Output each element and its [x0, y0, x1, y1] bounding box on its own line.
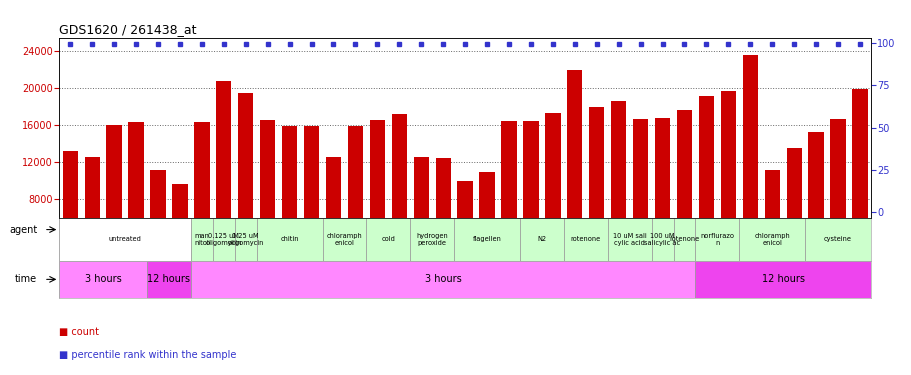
- Bar: [63, 151, 77, 273]
- Bar: [410, 217, 454, 261]
- Bar: [567, 70, 582, 273]
- Text: 3 hours: 3 hours: [425, 274, 461, 284]
- Bar: [457, 181, 472, 273]
- Bar: [804, 217, 870, 261]
- Bar: [260, 120, 275, 273]
- Text: 3 hours: 3 hours: [85, 274, 121, 284]
- Text: 12 hours: 12 hours: [761, 274, 804, 284]
- Bar: [238, 93, 253, 273]
- Bar: [519, 217, 563, 261]
- Bar: [366, 217, 410, 261]
- Bar: [501, 121, 517, 273]
- Text: norflurazo
n: norflurazo n: [700, 232, 733, 246]
- Text: hydrogen
peroxide: hydrogen peroxide: [416, 232, 447, 246]
- Bar: [852, 89, 866, 273]
- Bar: [128, 122, 144, 273]
- Bar: [413, 157, 428, 273]
- Text: chloramph
enicol: chloramph enicol: [326, 232, 362, 246]
- Text: ■ count: ■ count: [59, 327, 99, 338]
- Bar: [59, 217, 190, 261]
- Text: 100 uM
salicylic ac: 100 uM salicylic ac: [644, 232, 680, 246]
- Text: cold: cold: [381, 236, 394, 242]
- Text: N2: N2: [537, 236, 546, 242]
- Text: untreated: untreated: [108, 236, 141, 242]
- Bar: [632, 119, 648, 273]
- Bar: [281, 126, 297, 273]
- Bar: [654, 118, 670, 273]
- Text: time: time: [15, 274, 37, 284]
- Bar: [523, 121, 538, 273]
- Bar: [676, 110, 691, 273]
- Bar: [303, 126, 319, 273]
- Bar: [190, 217, 212, 261]
- Text: rotenone: rotenone: [570, 236, 600, 242]
- Text: 1.25 uM
oligomycin: 1.25 uM oligomycin: [228, 232, 263, 246]
- Bar: [720, 91, 735, 273]
- Bar: [454, 217, 519, 261]
- Text: man
nitol: man nitol: [194, 232, 210, 246]
- Text: chloramph
enicol: chloramph enicol: [753, 232, 789, 246]
- Text: cysteine: cysteine: [824, 236, 851, 242]
- Text: chitin: chitin: [280, 236, 299, 242]
- Bar: [695, 261, 870, 298]
- Bar: [85, 157, 100, 273]
- Bar: [194, 122, 210, 273]
- Text: 12 hours: 12 hours: [148, 274, 190, 284]
- Bar: [650, 217, 673, 261]
- Bar: [545, 113, 560, 273]
- Bar: [563, 217, 607, 261]
- Bar: [673, 217, 695, 261]
- Bar: [807, 132, 823, 273]
- Bar: [607, 217, 650, 261]
- Bar: [325, 157, 341, 273]
- Bar: [234, 217, 256, 261]
- Text: ■ percentile rank within the sample: ■ percentile rank within the sample: [59, 350, 236, 360]
- Bar: [479, 172, 494, 273]
- Bar: [742, 55, 757, 273]
- Bar: [172, 184, 188, 273]
- Bar: [763, 170, 779, 273]
- Bar: [610, 101, 626, 273]
- Bar: [739, 217, 804, 261]
- Text: 0.125 uM
oligomycin: 0.125 uM oligomycin: [205, 232, 241, 246]
- Bar: [369, 120, 384, 273]
- Bar: [59, 261, 147, 298]
- Bar: [695, 217, 739, 261]
- Bar: [107, 125, 122, 273]
- Bar: [322, 217, 366, 261]
- Bar: [347, 126, 363, 273]
- Text: agent: agent: [9, 225, 37, 235]
- Bar: [391, 114, 406, 273]
- Text: 10 uM sali
cylic acid: 10 uM sali cylic acid: [612, 232, 646, 246]
- Bar: [829, 119, 844, 273]
- Bar: [190, 261, 695, 298]
- Bar: [698, 96, 713, 273]
- Bar: [256, 217, 322, 261]
- Text: flagellen: flagellen: [472, 236, 501, 242]
- Bar: [785, 148, 801, 273]
- Bar: [212, 217, 234, 261]
- Bar: [435, 158, 450, 273]
- Bar: [589, 107, 604, 273]
- Bar: [150, 170, 166, 273]
- Bar: [147, 261, 190, 298]
- Text: GDS1620 / 261438_at: GDS1620 / 261438_at: [59, 23, 197, 36]
- Bar: [216, 81, 231, 273]
- Text: rotenone: rotenone: [669, 236, 699, 242]
